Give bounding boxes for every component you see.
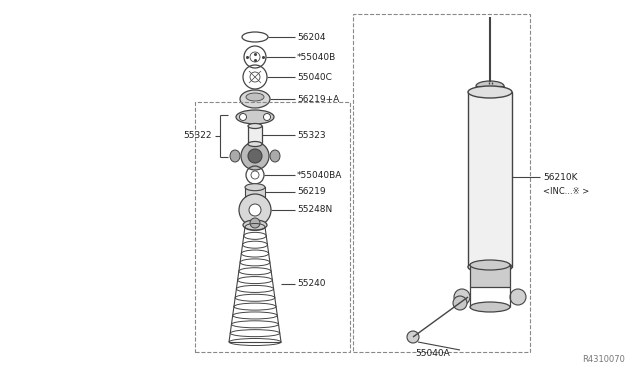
Text: <INC...※ >: <INC...※ > <box>543 186 589 196</box>
Ellipse shape <box>248 141 262 147</box>
Text: 56219+A: 56219+A <box>297 94 339 103</box>
Ellipse shape <box>245 184 265 191</box>
Circle shape <box>250 218 260 228</box>
Text: 55248N: 55248N <box>297 205 332 215</box>
Text: 55240: 55240 <box>297 279 326 289</box>
Ellipse shape <box>270 150 280 162</box>
Ellipse shape <box>246 93 264 101</box>
Ellipse shape <box>243 220 267 230</box>
Ellipse shape <box>230 150 240 162</box>
Bar <box>353 14 530 352</box>
Circle shape <box>249 204 261 216</box>
Bar <box>245 187 265 198</box>
Ellipse shape <box>476 90 504 99</box>
Circle shape <box>241 142 269 170</box>
Circle shape <box>407 331 419 343</box>
Ellipse shape <box>470 260 510 270</box>
Circle shape <box>239 194 271 226</box>
Ellipse shape <box>468 86 512 98</box>
Circle shape <box>454 289 470 305</box>
Ellipse shape <box>240 90 270 108</box>
Ellipse shape <box>236 110 274 124</box>
Circle shape <box>264 113 271 121</box>
Text: *55040B: *55040B <box>297 52 336 61</box>
Circle shape <box>453 296 467 310</box>
Ellipse shape <box>470 302 510 312</box>
Ellipse shape <box>245 195 265 201</box>
Text: 55322: 55322 <box>184 131 212 141</box>
Circle shape <box>248 149 262 163</box>
Text: R4310070: R4310070 <box>582 355 625 364</box>
Ellipse shape <box>248 124 262 128</box>
Bar <box>468 92 512 267</box>
Ellipse shape <box>476 81 504 91</box>
Text: 56219: 56219 <box>297 187 326 196</box>
Text: 55323: 55323 <box>297 131 326 140</box>
Circle shape <box>239 113 246 121</box>
Bar <box>470 265 510 287</box>
Text: 55040A: 55040A <box>415 350 450 359</box>
Circle shape <box>510 289 526 305</box>
Text: 55040C: 55040C <box>297 73 332 81</box>
Bar <box>248 126 262 144</box>
Bar <box>476 86 504 94</box>
Text: *55040BA: *55040BA <box>297 170 342 180</box>
Ellipse shape <box>468 261 512 273</box>
Bar <box>195 102 350 352</box>
Text: 56210K: 56210K <box>543 173 577 182</box>
Text: 56204: 56204 <box>297 32 326 42</box>
